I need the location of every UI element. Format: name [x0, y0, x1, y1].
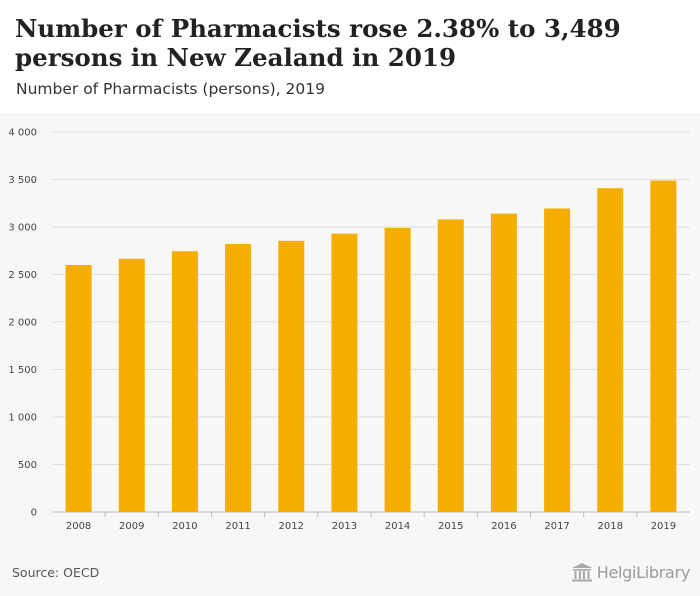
bar: [437, 219, 464, 512]
y-tick-label: 2 500: [8, 270, 37, 281]
x-tick-label: 2011: [225, 521, 250, 532]
y-tick-label: 1 500: [8, 365, 37, 376]
x-tick-label: 2010: [172, 521, 197, 532]
chart-header: Number of Pharmacists rose 2.38% to 3,48…: [0, 0, 700, 113]
chart-footer: Source: OECD HelgiLibrary: [0, 553, 700, 596]
x-tick-label: 2018: [598, 521, 623, 532]
x-tick-label: 2014: [385, 521, 410, 532]
brand-logo[interactable]: HelgiLibrary: [571, 562, 690, 582]
bar: [597, 188, 624, 512]
bar: [384, 227, 411, 512]
y-tick-label: 0: [31, 508, 37, 519]
chart-title: Number of Pharmacists rose 2.38% to 3,48…: [15, 14, 621, 72]
bar: [331, 233, 358, 512]
bar: [278, 240, 305, 512]
y-tick-label: 500: [18, 460, 37, 471]
chart-subtitle: Number of Pharmacists (persons), 2019: [16, 80, 326, 98]
bar-chart: 0 500 1 000 1 500 2 000 2 500 3 000 3 500 4 000 2…: [8, 128, 690, 532]
y-tick-label: 3 000: [8, 223, 37, 234]
x-tick-label: 2017: [544, 521, 569, 532]
brand-name: HelgiLibrary: [596, 562, 691, 582]
x-tick-label: 2012: [279, 521, 304, 532]
x-tick-label: 2016: [491, 521, 516, 532]
y-tick-label: 2 000: [8, 318, 37, 329]
y-tick-label: 1 000: [8, 413, 37, 424]
bar: [544, 208, 571, 512]
bar: [171, 251, 198, 512]
bar: [225, 243, 252, 512]
x-tick-label: 2009: [119, 521, 144, 532]
y-tick-label: 4 000: [8, 128, 37, 139]
x-tick-label: 2008: [66, 521, 91, 532]
bar: [650, 180, 677, 513]
x-tick-label: 2015: [438, 521, 463, 532]
library-building-icon: [571, 563, 592, 582]
bar: [118, 258, 145, 512]
bar: [490, 213, 517, 512]
x-tick-label: 2013: [332, 521, 357, 532]
x-tick-label: 2019: [651, 521, 676, 532]
source-note: Source: OECD: [12, 565, 100, 580]
bar: [65, 265, 92, 512]
y-tick-label: 3 500: [8, 175, 37, 186]
